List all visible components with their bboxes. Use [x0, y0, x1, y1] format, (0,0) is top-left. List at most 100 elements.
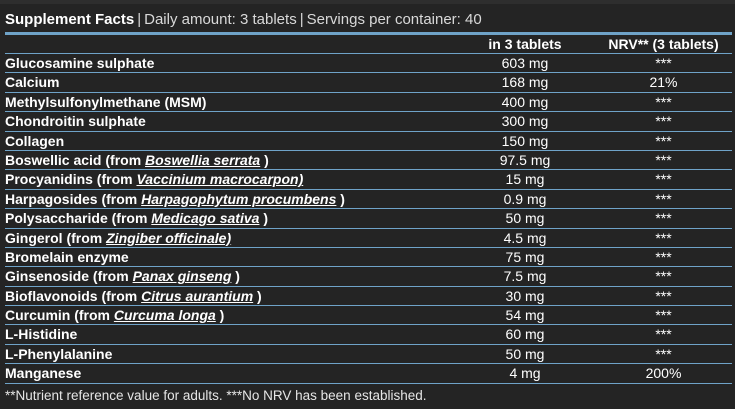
nrv-cell: ***	[655, 326, 672, 343]
ingredient-suffix: )	[336, 190, 345, 207]
nrv-cell: ***	[655, 171, 672, 188]
table-row: Bioflavonoids (from Citrus aurantium ) 30…	[5, 287, 732, 307]
ingredient-source-latin: Curcuma longa	[113, 307, 216, 324]
ingredient-label: Curcumin (from	[5, 307, 114, 324]
nrv-cell: ***	[655, 210, 672, 227]
ingredient-name: Polysaccharide (from Medicago sativa )	[5, 209, 455, 227]
ingredient-source-latin: Harpagophytum procumbens	[141, 190, 337, 207]
nrv-cell: ***	[655, 55, 672, 71]
ingredient-label: Collagen	[5, 132, 65, 149]
table-row: Collagen 150 mg ***	[5, 132, 732, 151]
table-row: Manganese 4 mg 200%	[5, 364, 732, 384]
amount-cell: 54 mg	[505, 307, 545, 324]
nrv-cell: 21%	[649, 74, 678, 91]
nrv-cell: ***	[655, 190, 672, 207]
facts-title: Supplement Facts	[5, 11, 135, 28]
ingredient-source-latin: Citrus aurantium	[141, 287, 254, 304]
nrv-cell: ***	[655, 229, 672, 246]
amount-cell: 60 mg	[505, 326, 545, 343]
amount-cell: 50 mg	[505, 210, 545, 227]
nrv-cell: ***	[655, 307, 672, 324]
facts-header: Supplement Facts | Daily amount: 3 tablets…	[5, 8, 732, 35]
ingredient-name: Methylsulfonylmethane (MSM)	[5, 93, 455, 111]
ingredient-name: Boswellic acid (from Boswellia serrata )	[5, 151, 455, 169]
supplement-facts-table: Supplement Facts | Daily amount: 3 tablets…	[5, 8, 732, 384]
ingredient-name: Bromelain enzyme	[5, 248, 455, 266]
amount-cell: 0.9 mg	[503, 190, 547, 207]
ingredient-suffix: )	[260, 151, 269, 168]
amount-cell: 150 mg	[501, 132, 549, 149]
nrv-cell: ***	[655, 113, 672, 130]
table-row: Boswellic acid (from Boswellia serrata )…	[5, 151, 732, 171]
nrv-cell: ***	[655, 248, 672, 265]
ingredient-label: Methylsulfonylmethane (MSM)	[5, 93, 207, 110]
ingredient-suffix: )	[259, 210, 268, 227]
nrv-cell: ***	[655, 287, 672, 304]
amount-cell: 400 mg	[501, 93, 549, 110]
amount-cell: 50 mg	[505, 345, 545, 362]
ingredient-rows: Glucosamine sulphate 603 mg *** Calcium 168 …	[5, 54, 732, 384]
ingredient-name: L-Phenylalanine	[5, 345, 455, 363]
column-header-ingredient	[5, 35, 455, 53]
nrv-cell: ***	[655, 268, 672, 285]
amount-cell: 15 mg	[505, 171, 545, 188]
ingredient-label: Harpagosides (from	[5, 190, 142, 207]
column-header-amount: in 3 tablets	[488, 36, 562, 52]
ingredient-source-latin: Zingiber officinale)	[106, 229, 232, 246]
table-row: Procyanidins (from Vaccinium macrocarpon…	[5, 170, 732, 190]
nrv-cell: ***	[655, 132, 672, 149]
nrv-cell: 200%	[645, 365, 682, 382]
table-row: Harpagosides (from Harpagophytum procumb…	[5, 190, 732, 210]
ingredient-name: Procyanidins (from Vaccinium macrocarpon…	[5, 170, 455, 188]
table-row: Chondroitin sulphate 300 mg ***	[5, 112, 732, 132]
ingredient-source-latin: Medicago sativa	[151, 210, 260, 227]
amount-cell: 7.5 mg	[503, 268, 547, 285]
ingredient-suffix: )	[215, 307, 225, 324]
ingredient-label: Boswellic acid (from	[5, 151, 146, 168]
ingredient-label: L-Phenylalanine	[5, 345, 113, 362]
ingredient-label: L-Histidine	[5, 326, 78, 343]
table-row: L-Phenylalanine 50 mg ***	[5, 345, 732, 365]
amount-cell: 4.5 mg	[503, 229, 547, 246]
table-row: Curcumin (from Curcuma longa ) 54 mg ***	[5, 306, 732, 326]
ingredient-suffix: )	[231, 268, 240, 285]
daily-amount: Daily amount: 3 tablets	[144, 11, 297, 28]
table-row: Glucosamine sulphate 603 mg ***	[5, 54, 732, 74]
ingredient-suffix: )	[253, 287, 262, 304]
ingredient-source-latin: Vaccinium macrocarpon)	[136, 171, 304, 188]
amount-cell: 168 mg	[501, 74, 549, 91]
footnote: **Nutrient reference value for adults. *…	[5, 388, 427, 403]
table-row: Methylsulfonylmethane (MSM) 400 mg ***	[5, 93, 732, 113]
ingredient-name: Bioflavonoids (from Citrus aurantium )	[5, 287, 455, 305]
table-row: Bromelain enzyme 75 mg ***	[5, 248, 732, 268]
ingredient-label: Chondroitin sulphate	[5, 113, 146, 130]
amount-cell: 30 mg	[505, 287, 545, 304]
ingredient-label: Manganese	[5, 365, 82, 382]
ingredient-name: Gingerol (from Zingiber officinale)	[5, 229, 455, 247]
table-row: Gingerol (from Zingiber officinale) 4.5 m…	[5, 229, 732, 248]
ingredient-label: Calcium	[5, 74, 60, 91]
ingredient-name: Ginsenoside (from Panax ginseng )	[5, 267, 455, 285]
ingredient-label: Polysaccharide (from	[5, 210, 152, 227]
column-header-nrv: NRV** (3 tablets)	[608, 36, 719, 52]
ingredient-name: Curcumin (from Curcuma longa )	[5, 306, 455, 324]
ingredient-label: Bromelain enzyme	[5, 248, 129, 265]
ingredient-name: Glucosamine sulphate	[5, 54, 455, 72]
ingredient-name: Collagen	[5, 132, 455, 150]
ingredient-source-latin: Panax ginseng	[132, 268, 232, 285]
nrv-cell: ***	[655, 345, 672, 362]
amount-cell: 4 mg	[509, 365, 541, 382]
table-row: Polysaccharide (from Medicago sativa ) 50…	[5, 209, 732, 229]
amount-cell: 603 mg	[501, 55, 549, 71]
header-separator: |	[299, 11, 304, 28]
ingredient-name: Manganese	[5, 364, 455, 382]
nrv-cell: ***	[655, 93, 672, 110]
ingredient-label: Glucosamine sulphate	[5, 55, 155, 71]
table-row: L-Histidine 60 mg ***	[5, 325, 732, 345]
amount-cell: 97.5 mg	[499, 151, 551, 168]
amount-cell: 300 mg	[501, 113, 549, 130]
ingredient-name: Calcium	[5, 73, 455, 91]
nrv-cell: ***	[655, 151, 672, 168]
table-row: Ginsenoside (from Panax ginseng ) 7.5 mg *…	[5, 267, 732, 287]
top-border	[0, 0, 735, 4]
